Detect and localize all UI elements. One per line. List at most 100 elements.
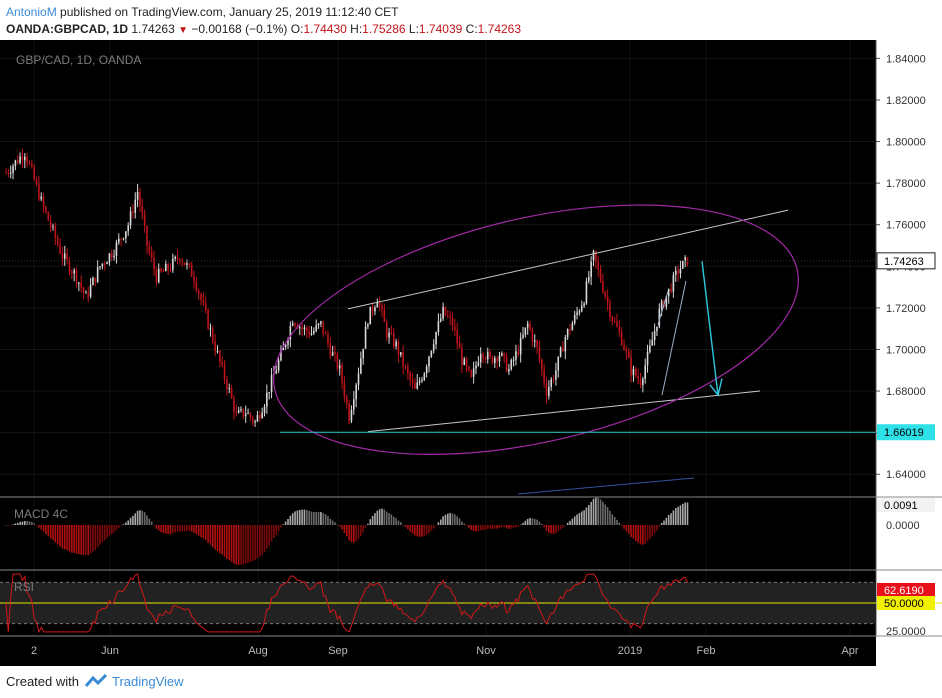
macd-bar bbox=[378, 509, 381, 525]
candle-body bbox=[397, 341, 400, 355]
macd-bar bbox=[646, 525, 649, 542]
macd-bar bbox=[416, 525, 419, 537]
macd-bar bbox=[270, 525, 273, 542]
macd-bar bbox=[390, 514, 393, 525]
candle-body bbox=[12, 166, 14, 173]
macd-bar bbox=[24, 520, 26, 525]
candle-body bbox=[341, 365, 343, 383]
candle-body bbox=[439, 318, 442, 322]
candle-body bbox=[421, 379, 423, 382]
macd-bar bbox=[122, 524, 125, 525]
price-tick-label: 1.76000 bbox=[886, 220, 926, 232]
wedge-lines bbox=[657, 280, 687, 396]
macd-bar bbox=[381, 508, 383, 525]
macd-bar bbox=[94, 525, 97, 551]
macd-bar bbox=[226, 525, 228, 559]
macd-bar bbox=[531, 518, 534, 525]
macd-bar bbox=[56, 525, 59, 545]
candle-body bbox=[468, 366, 470, 371]
candle-body bbox=[195, 281, 198, 291]
candle-body bbox=[529, 323, 531, 330]
candle-body bbox=[324, 333, 327, 335]
candle-body bbox=[148, 246, 151, 253]
candle-body bbox=[510, 359, 513, 370]
macd-bar bbox=[479, 525, 482, 531]
macd-bar bbox=[287, 518, 289, 525]
candle-body bbox=[59, 244, 61, 254]
macd-bar bbox=[327, 516, 329, 525]
macd-bar bbox=[623, 525, 625, 529]
macd-bar bbox=[625, 525, 628, 532]
candle-body bbox=[183, 262, 186, 265]
candle-body bbox=[7, 172, 10, 174]
macd-bar bbox=[242, 525, 245, 565]
candle-body bbox=[294, 323, 296, 326]
macd-bar bbox=[150, 521, 153, 525]
candle-body bbox=[418, 381, 421, 383]
macd-bar bbox=[425, 525, 428, 535]
candle-body bbox=[411, 379, 414, 383]
macd-bar bbox=[190, 525, 193, 532]
candle-body bbox=[550, 379, 552, 388]
macd-bar bbox=[306, 509, 308, 525]
candle-body bbox=[449, 316, 451, 318]
macd-bar bbox=[268, 525, 270, 546]
macd-bar bbox=[89, 525, 92, 554]
macd-bar bbox=[569, 520, 571, 525]
macd-bar bbox=[418, 525, 421, 537]
candle-body bbox=[204, 303, 207, 311]
candle-body bbox=[66, 253, 68, 260]
candle-body bbox=[85, 292, 87, 294]
macd-bar bbox=[113, 525, 115, 533]
candle-body bbox=[103, 263, 106, 265]
macd-bar bbox=[47, 525, 50, 537]
macd-bar bbox=[338, 525, 341, 527]
macd-bar bbox=[219, 525, 221, 554]
candle-body bbox=[400, 352, 402, 355]
macd-bar bbox=[432, 525, 435, 529]
candle-body bbox=[343, 382, 346, 398]
candle-body bbox=[606, 296, 609, 303]
candle-body bbox=[240, 409, 242, 411]
candle-body bbox=[251, 417, 254, 423]
macd-bar bbox=[143, 512, 146, 525]
candle-body bbox=[284, 344, 287, 348]
macd-bar bbox=[545, 525, 548, 531]
candle-body bbox=[484, 358, 487, 360]
macd-bar bbox=[562, 525, 564, 528]
macd-bar bbox=[174, 525, 176, 533]
tradingview-brand-link[interactable]: TradingView bbox=[112, 674, 184, 689]
macd-bar bbox=[7, 525, 10, 526]
macd-bar bbox=[71, 525, 73, 553]
candle-body bbox=[298, 327, 301, 329]
macd-bar bbox=[40, 525, 43, 530]
macd-bar bbox=[656, 525, 658, 531]
candle-body bbox=[157, 268, 160, 283]
candle-body bbox=[515, 351, 517, 360]
time-tick-label: 2 bbox=[31, 645, 37, 657]
candle-body bbox=[503, 353, 505, 357]
macd-bar bbox=[108, 525, 111, 536]
macd-bar bbox=[223, 525, 226, 557]
candle-body bbox=[200, 294, 202, 301]
candle-body bbox=[73, 270, 75, 274]
macd-bar bbox=[179, 525, 181, 532]
macd-bar bbox=[16, 522, 19, 525]
author-link[interactable]: AntonioM bbox=[6, 5, 57, 19]
candle-body bbox=[508, 369, 510, 372]
macd-bar bbox=[667, 515, 670, 525]
candle-body bbox=[571, 323, 574, 331]
chart-canvas[interactable]: 1.840001.820001.800001.780001.760001.740… bbox=[0, 40, 942, 666]
candle-body bbox=[127, 225, 129, 232]
macd-bar bbox=[423, 525, 426, 537]
macd-bar bbox=[670, 513, 672, 525]
candle-body bbox=[651, 339, 654, 346]
tradingview-logo-icon bbox=[84, 674, 107, 691]
low-label: L: bbox=[408, 22, 419, 36]
candle-body bbox=[235, 412, 238, 414]
macd-value-label: 0.0091 bbox=[884, 500, 918, 512]
macd-bar bbox=[188, 525, 191, 531]
macd-bar bbox=[660, 522, 663, 525]
macd-bar bbox=[221, 525, 223, 555]
candle-body bbox=[26, 156, 28, 163]
